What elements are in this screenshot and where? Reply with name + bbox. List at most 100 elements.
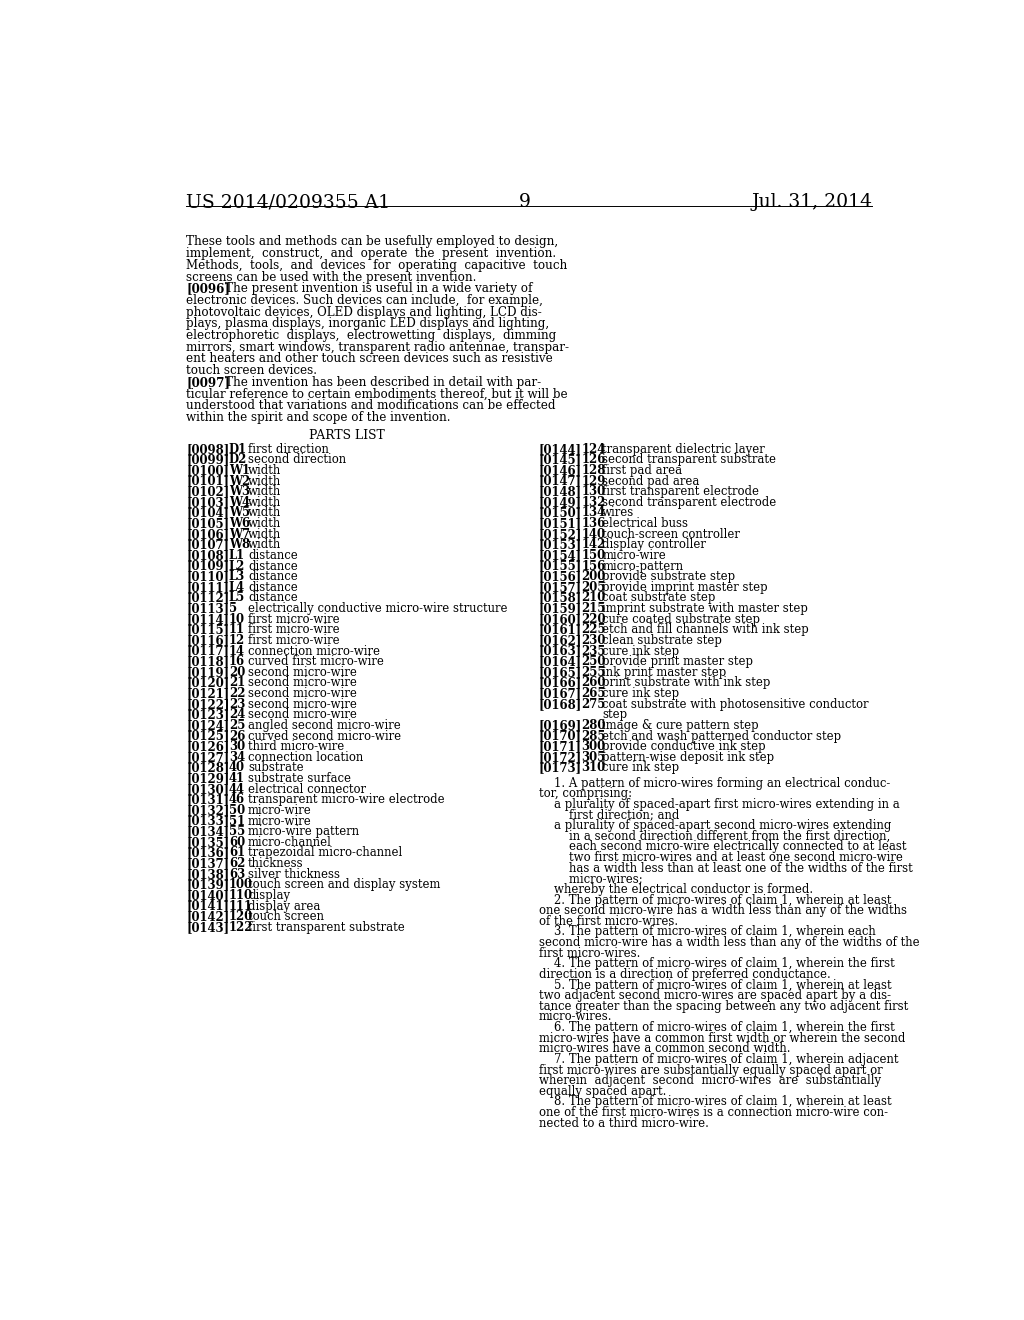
- Text: first micro-wire: first micro-wire: [248, 612, 340, 626]
- Text: 205: 205: [582, 581, 606, 594]
- Text: micro-wires.: micro-wires.: [539, 1011, 612, 1023]
- Text: [0103]: [0103]: [186, 496, 229, 508]
- Text: distance: distance: [248, 581, 298, 594]
- Text: tor, comprising:: tor, comprising:: [539, 787, 632, 800]
- Text: PARTS LIST: PARTS LIST: [309, 429, 385, 442]
- Text: [0157]: [0157]: [539, 581, 582, 594]
- Text: 34: 34: [228, 751, 245, 764]
- Text: 156: 156: [582, 560, 605, 573]
- Text: display area: display area: [248, 900, 321, 912]
- Text: image & cure pattern step: image & cure pattern step: [602, 719, 759, 733]
- Text: one second micro-wire has a width less than any of the widths: one second micro-wire has a width less t…: [539, 904, 906, 917]
- Text: [0108]: [0108]: [186, 549, 229, 562]
- Text: [0121]: [0121]: [186, 688, 229, 700]
- Text: [0107]: [0107]: [186, 539, 229, 552]
- Text: pattern-wise deposit ink step: pattern-wise deposit ink step: [602, 751, 774, 764]
- Text: first transparent substrate: first transparent substrate: [248, 921, 404, 933]
- Text: W3: W3: [228, 486, 250, 498]
- Text: thickness: thickness: [248, 857, 304, 870]
- Text: 5: 5: [228, 602, 237, 615]
- Text: micro-wire: micro-wire: [248, 814, 312, 828]
- Text: 60: 60: [228, 836, 245, 849]
- Text: 62: 62: [228, 857, 245, 870]
- Text: [0135]: [0135]: [186, 836, 229, 849]
- Text: [0168]: [0168]: [539, 698, 582, 710]
- Text: [0165]: [0165]: [539, 665, 582, 678]
- Text: [0097]: [0097]: [186, 376, 230, 389]
- Text: [0160]: [0160]: [539, 612, 582, 626]
- Text: 6. The pattern of micro-wires of claim 1, wherein the first: 6. The pattern of micro-wires of claim 1…: [539, 1022, 895, 1034]
- Text: [0153]: [0153]: [539, 539, 582, 552]
- Text: micro-wire: micro-wire: [248, 804, 312, 817]
- Text: second micro-wire: second micro-wire: [248, 709, 357, 721]
- Text: 305: 305: [582, 751, 605, 764]
- Text: The invention has been described in detail with par-: The invention has been described in deta…: [210, 376, 541, 389]
- Text: tance greater than the spacing between any two adjacent first: tance greater than the spacing between a…: [539, 999, 908, 1012]
- Text: Methods,  tools,  and  devices  for  operating  capacitive  touch: Methods, tools, and devices for operatin…: [186, 259, 567, 272]
- Text: 150: 150: [582, 549, 605, 562]
- Text: mirrors, smart windows, transparent radio antennae, transpar-: mirrors, smart windows, transparent radi…: [186, 341, 569, 354]
- Text: of the first micro-wires.: of the first micro-wires.: [539, 915, 678, 928]
- Text: [0162]: [0162]: [539, 634, 582, 647]
- Text: curved second micro-wire: curved second micro-wire: [248, 730, 401, 743]
- Text: width: width: [248, 463, 282, 477]
- Text: The present invention is useful in a wide variety of: The present invention is useful in a wid…: [210, 282, 532, 296]
- Text: angled second micro-wire: angled second micro-wire: [248, 719, 400, 733]
- Text: 50: 50: [228, 804, 245, 817]
- Text: [0104]: [0104]: [186, 507, 229, 520]
- Text: second transparent substrate: second transparent substrate: [602, 453, 776, 466]
- Text: [0109]: [0109]: [186, 560, 229, 573]
- Text: 9: 9: [519, 193, 530, 211]
- Text: 55: 55: [228, 825, 245, 838]
- Text: 110: 110: [228, 888, 253, 902]
- Text: [0096]: [0096]: [186, 282, 230, 296]
- Text: [0143]: [0143]: [186, 921, 229, 933]
- Text: cure ink step: cure ink step: [602, 644, 680, 657]
- Text: [0113]: [0113]: [186, 602, 229, 615]
- Text: 134: 134: [582, 507, 605, 520]
- Text: W1: W1: [228, 463, 250, 477]
- Text: W6: W6: [228, 517, 250, 531]
- Text: 51: 51: [228, 814, 245, 828]
- Text: L3: L3: [228, 570, 245, 583]
- Text: touch screen devices.: touch screen devices.: [186, 364, 317, 378]
- Text: second micro-wire: second micro-wire: [248, 665, 357, 678]
- Text: 61: 61: [228, 846, 245, 859]
- Text: width: width: [248, 528, 282, 541]
- Text: These tools and methods can be usefully employed to design,: These tools and methods can be usefully …: [186, 235, 558, 248]
- Text: 63: 63: [228, 867, 245, 880]
- Text: imprint substrate with master step: imprint substrate with master step: [602, 602, 808, 615]
- Text: display: display: [248, 888, 290, 902]
- Text: 285: 285: [582, 730, 606, 743]
- Text: [0142]: [0142]: [186, 911, 229, 923]
- Text: cure ink step: cure ink step: [602, 688, 680, 700]
- Text: 136: 136: [582, 517, 605, 531]
- Text: second pad area: second pad area: [602, 475, 699, 487]
- Text: 310: 310: [582, 762, 605, 775]
- Text: 128: 128: [582, 463, 606, 477]
- Text: [0141]: [0141]: [186, 900, 229, 912]
- Text: 142: 142: [582, 539, 605, 552]
- Text: 120: 120: [228, 911, 253, 923]
- Text: provide imprint master step: provide imprint master step: [602, 581, 768, 594]
- Text: micro-wires have a common first width or wherein the second: micro-wires have a common first width or…: [539, 1032, 905, 1044]
- Text: 5. The pattern of micro-wires of claim 1, wherein at least: 5. The pattern of micro-wires of claim 1…: [539, 978, 891, 991]
- Text: 8. The pattern of micro-wires of claim 1, wherein at least: 8. The pattern of micro-wires of claim 1…: [539, 1096, 891, 1109]
- Text: ink print master step: ink print master step: [602, 665, 727, 678]
- Text: width: width: [248, 517, 282, 531]
- Text: transparent dielectric layer: transparent dielectric layer: [602, 442, 765, 455]
- Text: [0101]: [0101]: [186, 475, 229, 487]
- Text: L5: L5: [228, 591, 245, 605]
- Text: electrophoretic  displays,  electrowetting  displays,  dimming: electrophoretic displays, electrowetting…: [186, 329, 556, 342]
- Text: [0102]: [0102]: [186, 486, 229, 498]
- Text: 140: 140: [582, 528, 605, 541]
- Text: [0172]: [0172]: [539, 751, 582, 764]
- Text: 210: 210: [582, 591, 605, 605]
- Text: 275: 275: [582, 698, 606, 710]
- Text: D1: D1: [228, 442, 247, 455]
- Text: 46: 46: [228, 793, 245, 807]
- Text: 132: 132: [582, 496, 606, 508]
- Text: [0154]: [0154]: [539, 549, 582, 562]
- Text: electronic devices. Such devices can include,  for example,: electronic devices. Such devices can inc…: [186, 294, 543, 308]
- Text: [0147]: [0147]: [539, 475, 582, 487]
